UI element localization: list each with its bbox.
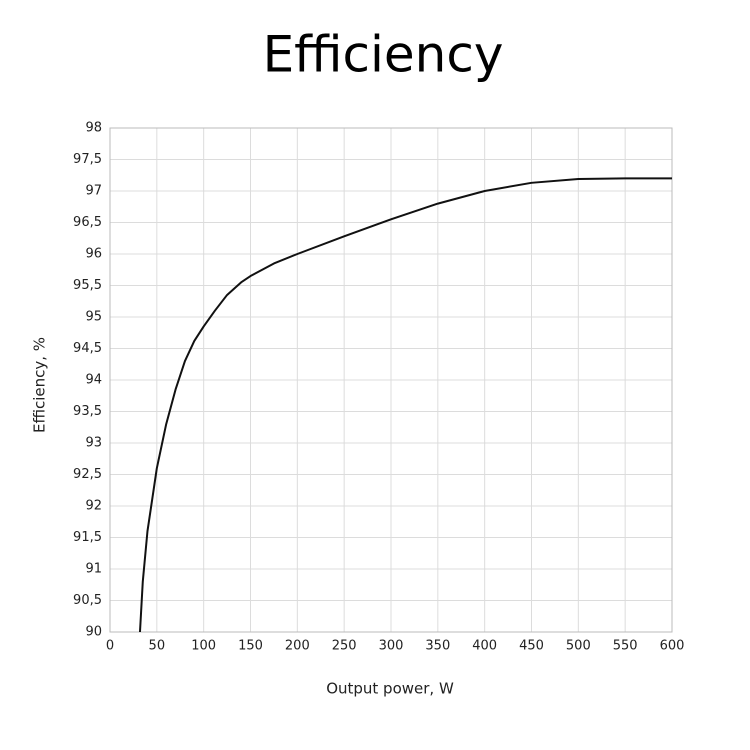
data-line — [138, 177, 672, 633]
y-tick-label: 90,5 — [73, 593, 102, 608]
x-tick-label: 550 — [613, 639, 638, 654]
y-tick-label: 92 — [85, 499, 102, 514]
chart-title: Efficiency — [263, 26, 504, 84]
x-tick-label: 150 — [238, 639, 263, 654]
y-tick-label: 97,5 — [73, 152, 102, 167]
x-tick-label: 600 — [660, 639, 685, 654]
x-tick-label: 0 — [106, 639, 114, 654]
y-tick-label: 91 — [85, 562, 102, 577]
y-tick-label: 97 — [85, 184, 102, 199]
y-tick-label: 95 — [85, 310, 102, 325]
x-tick-label: 350 — [425, 639, 450, 654]
x-tick-label: 100 — [191, 639, 216, 654]
plot-frame — [109, 127, 673, 633]
y-tick-label: 94 — [85, 373, 102, 388]
x-tick-label: 300 — [379, 639, 404, 654]
y-tick-label: 93,5 — [73, 404, 102, 419]
y-tick-label: 98 — [85, 121, 102, 136]
y-tick-label: 94,5 — [73, 341, 102, 356]
x-tick-label: 400 — [472, 639, 497, 654]
x-axis-label: Output power, W — [326, 680, 454, 698]
y-tick-label: 93 — [85, 436, 102, 451]
y-tick-label: 90 — [85, 625, 102, 640]
y-tick-label: 95,5 — [73, 278, 102, 293]
y-tick-label: 96,5 — [73, 215, 102, 230]
x-tick-label: 500 — [566, 639, 591, 654]
y-tick-label: 92,5 — [73, 467, 102, 482]
x-tick-label: 200 — [285, 639, 310, 654]
x-tick-label: 50 — [149, 639, 166, 654]
y-tick-label: 91,5 — [73, 530, 102, 545]
x-tick-label: 450 — [519, 639, 544, 654]
y-axis-label: Efficiency, % — [31, 337, 49, 433]
y-tick-label: 96 — [85, 247, 102, 262]
x-tick-label: 250 — [332, 639, 357, 654]
